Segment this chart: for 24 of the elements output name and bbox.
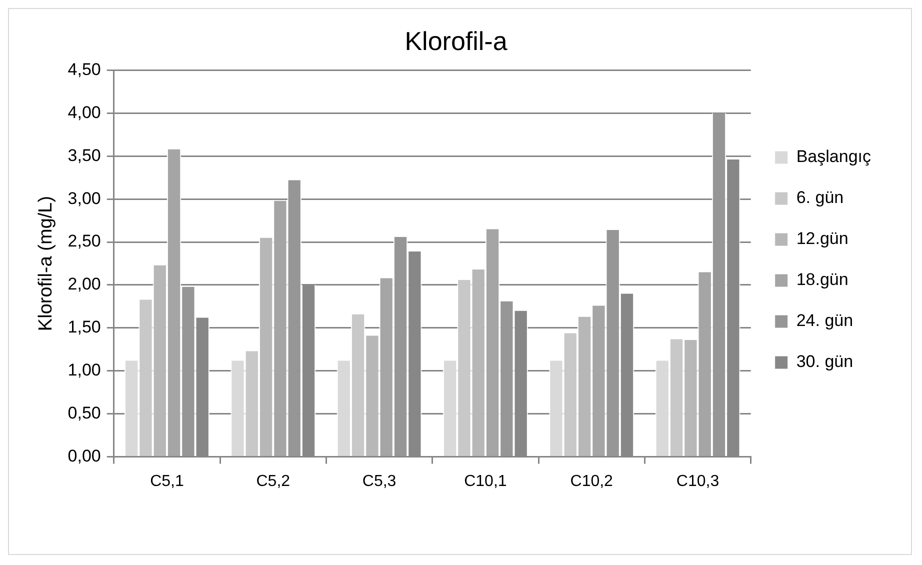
y-tick-label: 2,50 (68, 232, 101, 251)
legend-label: 12.gün (796, 229, 848, 248)
legend-label: 24. gün (796, 311, 854, 330)
x-tick-label: C5,1 (150, 472, 184, 490)
x-tick-label: C10,1 (464, 472, 507, 490)
y-axis-title: Klorofil-a (mg/L) (36, 196, 57, 332)
x-tick-label: C5,2 (256, 472, 290, 490)
y-tick-label: 4,50 (68, 60, 101, 79)
legend-label: 18.gün (796, 270, 848, 290)
y-tick-label: 0,00 (68, 446, 101, 466)
legend-label: 30. gün (796, 352, 854, 372)
y-tick-label: 1,00 (68, 360, 101, 380)
y-tick-label: 4,00 (68, 102, 101, 122)
y-tick-label: 1,50 (68, 318, 101, 337)
legend-label: 6. gün (796, 188, 844, 208)
x-tick-label: C5,3 (362, 472, 396, 490)
y-tick-label: 3,00 (68, 188, 101, 208)
x-tick-label: C10,3 (676, 472, 720, 490)
y-tick-label: 3,50 (68, 146, 101, 165)
x-tick-label: C10,2 (570, 472, 614, 490)
legend-label: Başlangıç (796, 147, 872, 166)
y-tick-label: 0,50 (68, 404, 101, 423)
y-tick-label: 2,00 (68, 274, 101, 294)
chart-title: Klorofil-a (404, 26, 508, 56)
